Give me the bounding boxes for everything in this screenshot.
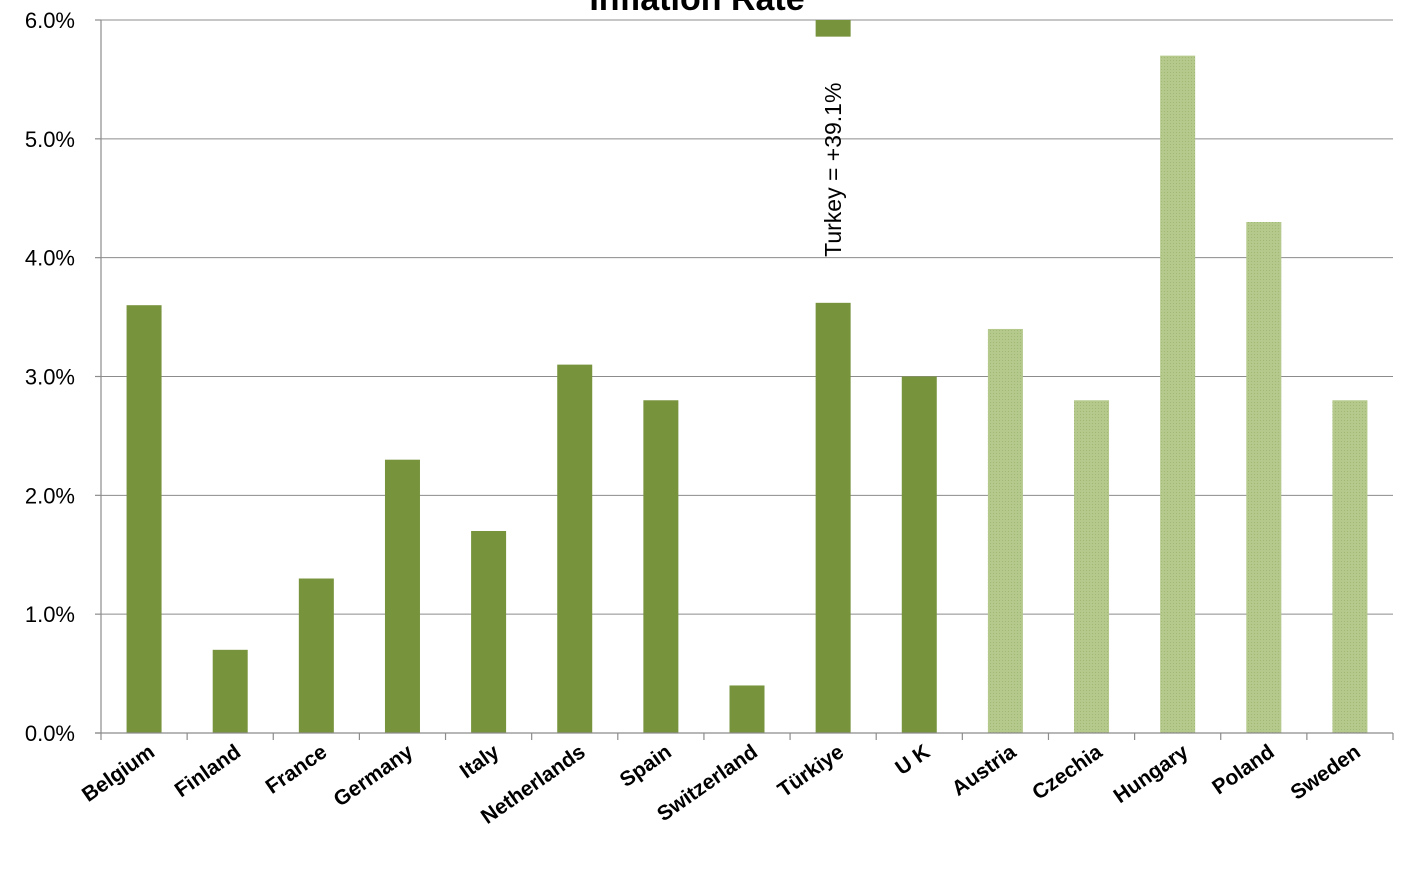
x-category-label: Finland bbox=[171, 740, 245, 802]
bar bbox=[815, 302, 851, 733]
gridlines bbox=[101, 19, 1393, 615]
bar bbox=[212, 649, 248, 733]
x-category-label: Spain bbox=[616, 740, 676, 792]
x-category-label: Poland bbox=[1208, 740, 1279, 799]
x-category-label: U K bbox=[891, 740, 934, 780]
bar bbox=[471, 530, 507, 733]
x-category-label: Sweden bbox=[1287, 740, 1365, 804]
bar bbox=[1074, 400, 1110, 733]
bar bbox=[729, 685, 765, 733]
bar bbox=[987, 328, 1023, 733]
bar bbox=[557, 364, 593, 733]
x-category-label: Belgium bbox=[78, 740, 159, 806]
bar bbox=[901, 376, 937, 733]
x-category-label: Türkiye bbox=[774, 740, 848, 802]
x-category-label: Hungary bbox=[1110, 740, 1193, 808]
chart-title: Inflation Rate bbox=[589, 0, 804, 18]
y-axis-tick-labels: 0.0% 1.0% 2.0% 3.0% 4.0% 5.0% 6.0% bbox=[25, 8, 75, 746]
bar-annotation: Turkey = +39.1% bbox=[820, 83, 846, 257]
bar bbox=[126, 305, 162, 733]
y-tick-label: 2.0% bbox=[25, 483, 75, 508]
y-tick-label: 3.0% bbox=[25, 365, 75, 390]
y-tick-label: 1.0% bbox=[25, 602, 75, 627]
y-tick-label: 4.0% bbox=[25, 246, 75, 271]
y-tick-label: 5.0% bbox=[25, 127, 75, 152]
x-category-label: Germany bbox=[330, 740, 418, 811]
bar bbox=[643, 400, 679, 733]
y-tick-label: 0.0% bbox=[25, 721, 75, 746]
bar bbox=[384, 459, 420, 733]
bar bbox=[1332, 400, 1368, 733]
x-category-label: Italy bbox=[456, 740, 504, 783]
y-tick-label: 6.0% bbox=[25, 8, 75, 33]
annotations: Turkey = +39.1% bbox=[820, 83, 846, 257]
x-category-label: France bbox=[262, 740, 332, 798]
x-category-label: Czechia bbox=[1028, 740, 1106, 805]
bar bbox=[1246, 222, 1282, 733]
bar-overflow-segment bbox=[815, 20, 851, 37]
axes bbox=[95, 19, 1394, 740]
bar bbox=[298, 578, 334, 733]
x-category-label: Austria bbox=[948, 740, 1021, 801]
bar bbox=[1160, 55, 1196, 733]
bars bbox=[126, 20, 1368, 733]
